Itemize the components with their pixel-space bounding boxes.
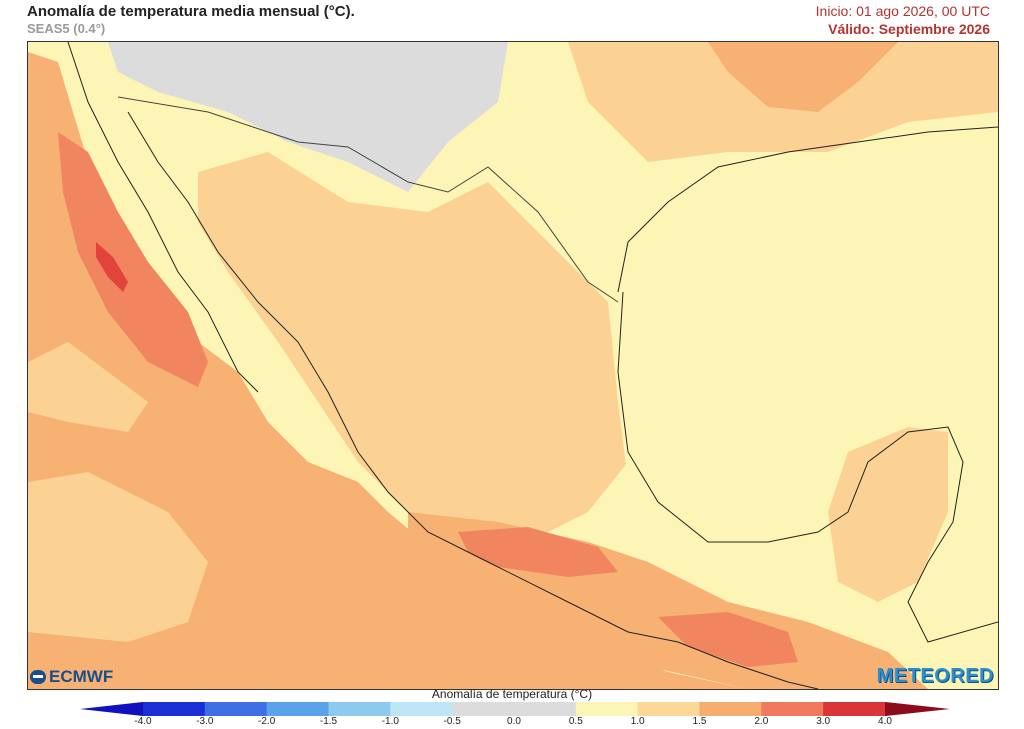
scale-cell [761,702,824,716]
legend-tick-label: 2.0 [754,716,769,727]
scale-cell [266,702,329,716]
legend-tick-label: 0.0 [507,716,521,727]
baja-hot-spot [58,132,208,387]
chiapas-hot-core [658,612,798,667]
scale-cell [328,702,391,716]
scale-cell [699,702,762,716]
scale-extend-high [885,702,950,716]
init-time: Inicio: 01 ago 2026, 00 UTC [815,3,990,19]
ecmwf-logo: ECMWF [30,667,113,687]
coastline-gulf [617,126,998,643]
pacific-mild-zone-2 [28,342,148,432]
ecmwf-mark-icon [30,670,46,684]
map-canvas [28,42,998,689]
scale-cell [575,702,639,716]
border-usa-mexico [117,96,619,303]
usa-neutral-zone [108,42,508,192]
yucatan-warm [828,427,948,602]
scale-cell [204,702,268,716]
anomaly-map [27,41,999,690]
legend-tick-label: 3.0 [816,716,831,727]
legend-tick-label: -4.0 [134,716,152,727]
legend-tick-label: -2.0 [258,716,276,727]
us-east-warmer [708,42,898,112]
legend-tick-label: -1.0 [381,716,399,727]
south-mexico-hot-core [458,527,618,577]
scale-cell [390,702,453,716]
map-title: Anomalía de temperatura media mensual (°… [27,3,355,20]
scale-cell [143,702,206,716]
baja-hot-core [96,242,128,292]
legend-tick-label: 1.0 [630,716,645,727]
valid-period: Válido: Septiembre 2026 [828,21,990,37]
pacific-mild-zone [28,472,208,642]
legend-tick-label: -1.5 [319,716,338,727]
legend-tick-label: 4.0 [878,716,892,727]
model-label: SEAS5 (0.4°) [27,21,106,36]
scale-cell [514,702,577,716]
scale-cell [823,702,886,716]
mexico-interior-warm [198,152,628,542]
legend-tick-label: 1.5 [692,716,707,727]
legend-tick-label: -3.0 [196,716,214,727]
ecmwf-text: ECMWF [49,667,114,686]
scale-extend-low [80,702,143,716]
scale-cell [452,702,515,716]
color-scale-bar [80,702,950,716]
legend-tick-label: -0.5 [443,716,461,727]
legend-title: Anomalía de temperatura (°C) [431,687,593,701]
scale-cell [637,702,700,716]
pacific-warm-zone [28,52,748,689]
coastline-pacific [67,42,819,689]
meteored-logo: METEORED [876,665,994,687]
legend-tick-label: 0.5 [568,716,583,727]
